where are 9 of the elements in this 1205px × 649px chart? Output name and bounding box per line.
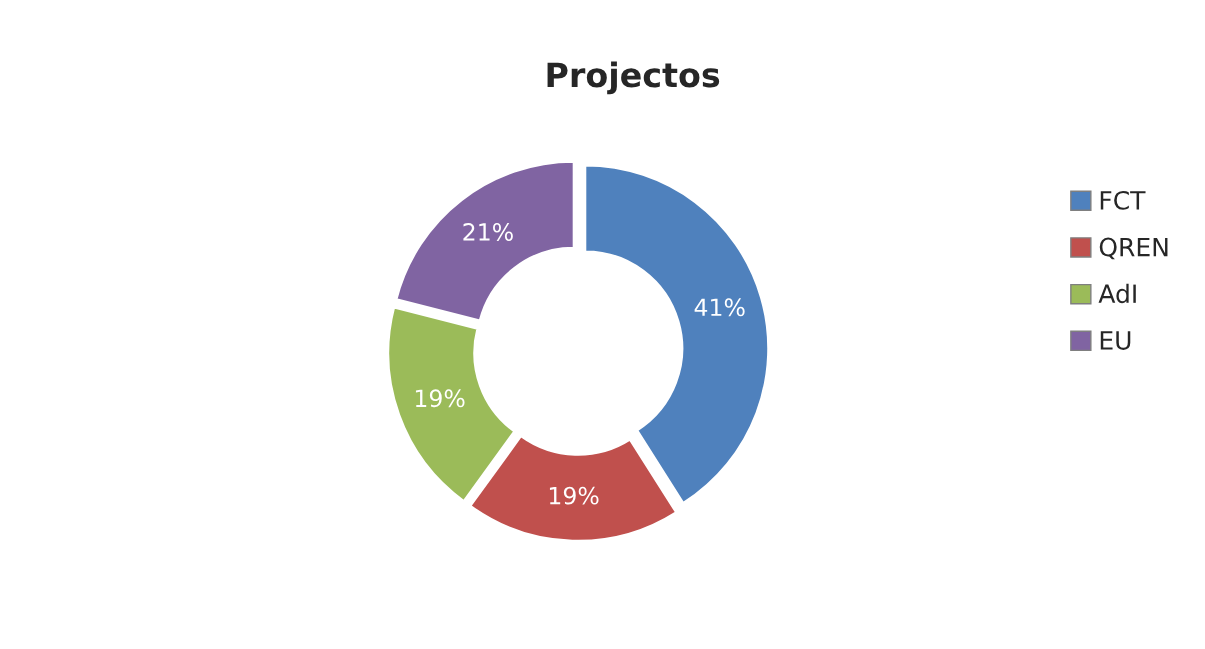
legend-label: AdI — [1098, 283, 1136, 304]
data-label: 19% — [415, 389, 465, 408]
data-label: 41% — [694, 298, 745, 317]
data-label: 19% — [549, 486, 599, 505]
chart-title: Projectos — [547, 61, 720, 95]
data-label: 21% — [463, 223, 513, 241]
legend-label: FCT — [1100, 190, 1146, 210]
legend-label: QREN — [1099, 237, 1168, 260]
legend-label: EU — [1100, 331, 1131, 350]
